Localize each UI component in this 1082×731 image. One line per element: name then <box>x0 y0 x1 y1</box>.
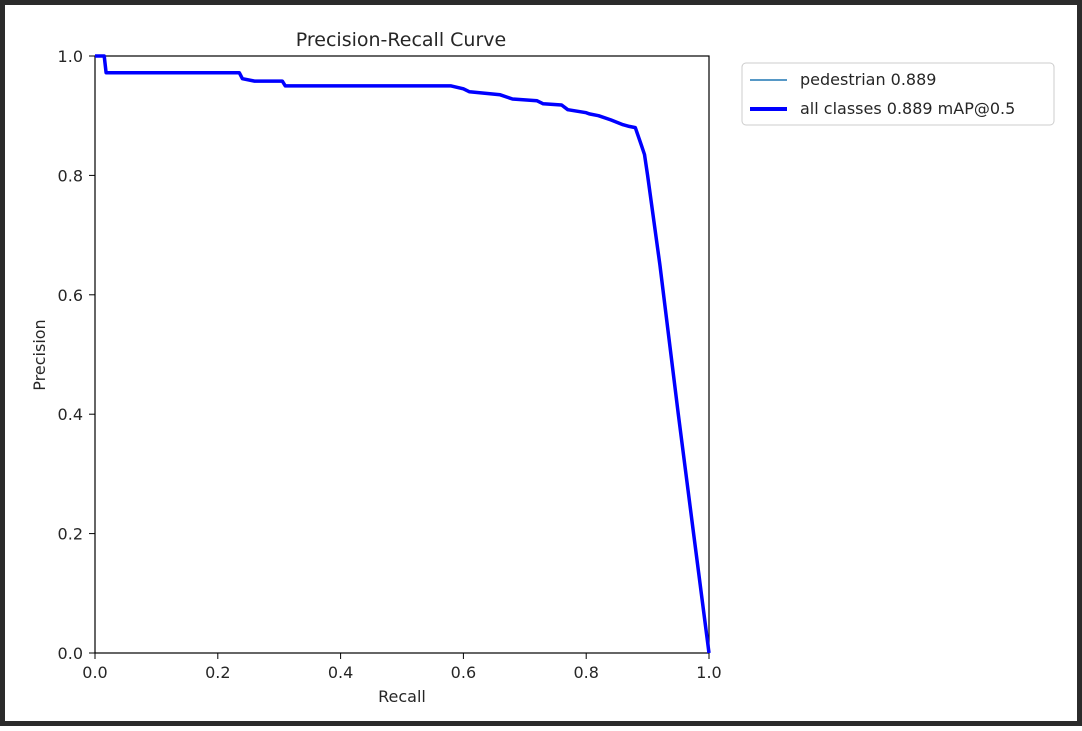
y-tick-label: 0.4 <box>58 405 83 424</box>
axes-frame <box>94 55 710 654</box>
x-tick-label: 0.0 <box>82 663 107 682</box>
x-tick-label: 0.8 <box>573 663 598 682</box>
legend-box <box>741 62 1055 126</box>
y-axis-label: Precision <box>30 319 49 390</box>
series-layer <box>95 54 711 654</box>
legend-label-all-classes: all classes 0.889 mAP@0.5 <box>800 99 1015 118</box>
x-tick-label: 0.4 <box>328 663 353 682</box>
plot-area <box>94 54 711 654</box>
x-tick-label: 0.6 <box>451 663 476 682</box>
chart-title: Precision-Recall Curve <box>296 29 506 51</box>
x-axis-label: Recall <box>378 687 426 706</box>
series-line-all-classes <box>95 54 711 654</box>
y-axis-ticks: 0.0 0.2 0.4 0.6 0.8 1.0 <box>58 47 95 663</box>
legend: pedestrian 0.889 all classes 0.889 mAP@0… <box>741 62 1055 126</box>
y-tick-label: 0.2 <box>58 525 83 544</box>
y-tick-label: 0.6 <box>58 286 83 305</box>
y-tick-label: 1.0 <box>58 47 83 66</box>
x-tick-label: 0.2 <box>205 663 230 682</box>
y-tick-label: 0.0 <box>58 644 83 663</box>
pr-curve-chart: Precision-Recall Curve 0.0 0.2 0.4 0.6 0.8 1.… <box>30 29 1055 706</box>
x-axis-ticks: 0.0 0.2 0.4 0.6 0.8 1.0 <box>82 653 722 682</box>
x-tick-label: 1.0 <box>696 663 721 682</box>
y-tick-label: 0.8 <box>58 166 83 185</box>
legend-label-pedestrian: pedestrian 0.889 <box>800 70 936 89</box>
